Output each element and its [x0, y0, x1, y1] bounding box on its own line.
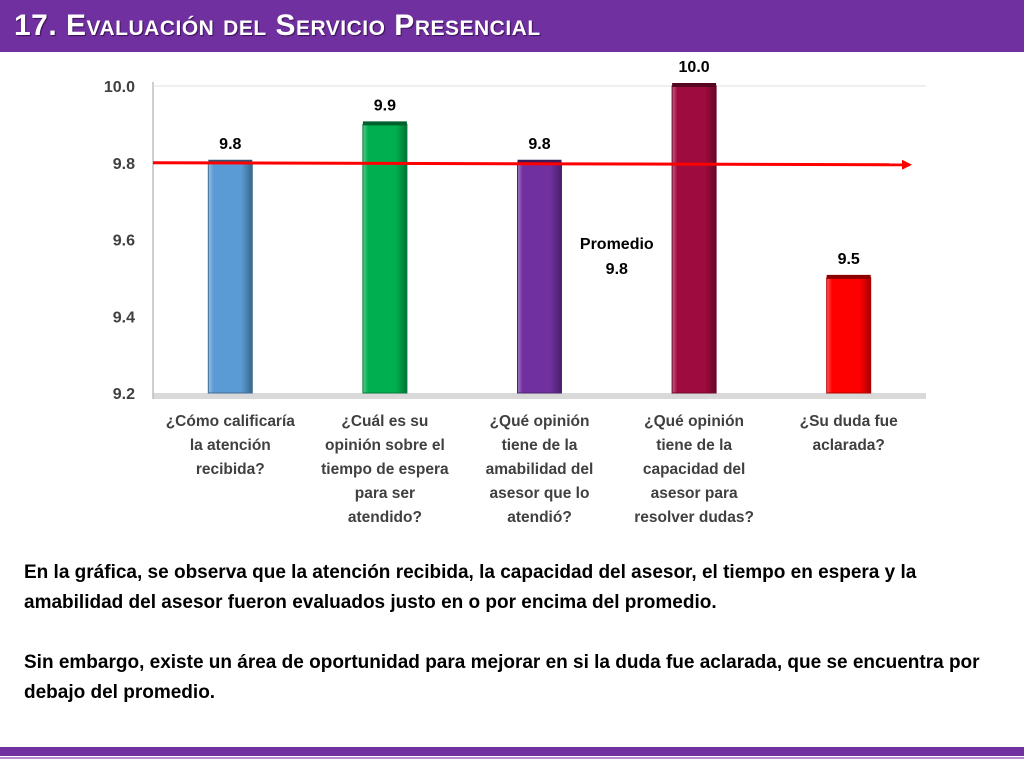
bar-top: [672, 83, 717, 87]
paragraph-opportunity: Sin embargo, existe un área de oportunid…: [24, 652, 980, 703]
bar: [517, 162, 562, 394]
bar-top: [517, 159, 562, 164]
bar-value-label: 9.5: [838, 251, 860, 268]
chart-floor: [153, 393, 926, 399]
title-bar: 17. Evaluación del Servicio Presencial: [0, 0, 1024, 52]
bar-value-label: 9.8: [528, 136, 550, 153]
x-category-label: ¿Su duda fue aclarada?: [800, 413, 899, 454]
x-category-label: ¿Cómo calificaría la atención recibida?: [166, 413, 296, 478]
average-label: Promedio: [580, 236, 654, 253]
average-line: [152, 159, 912, 170]
y-tick-label: 10.0: [104, 79, 135, 96]
x-category-label: ¿Qué opinión tiene de la capacidad del ases…: [634, 413, 754, 526]
bar-chart: 10.0 9.8 9.6 9.4 9.2 9.8 ¿Cómo calificaría la a…: [104, 59, 926, 526]
bottom-bar: [0, 747, 1024, 756]
bar: [207, 162, 253, 394]
x-category-label: ¿Cuál es su opinión sobre el tiempo de esp…: [321, 413, 449, 526]
y-tick-label: 9.4: [113, 309, 135, 326]
chart-container: 10.0 9.8 9.6 9.4 9.2 9.8 ¿Cómo calificaría la a…: [0, 52, 1024, 542]
bar-top: [362, 121, 407, 126]
bar: [826, 277, 872, 394]
bar-value-label: 9.9: [374, 97, 396, 114]
y-tick-label: 9.6: [113, 233, 135, 250]
x-category-label: ¿Qué opinión tiene de la amabilidad del ase…: [486, 413, 594, 526]
bar-value-label: 10.0: [679, 59, 710, 76]
bottom-accent-line: [0, 757, 1024, 759]
bar: [362, 123, 408, 394]
y-tick-label: 9.8: [113, 156, 135, 173]
slide-title: 17. Evaluación del Servicio Presencial: [14, 9, 541, 42]
average-value-label: 9.8: [606, 261, 628, 278]
bar: [671, 85, 717, 394]
y-tick-label: 9.2: [113, 386, 135, 403]
paragraph-conclusion: En la gráfica, se observa que la atenció…: [24, 562, 917, 613]
bar-top: [826, 274, 871, 279]
bar-value-label: 9.8: [219, 136, 241, 153]
